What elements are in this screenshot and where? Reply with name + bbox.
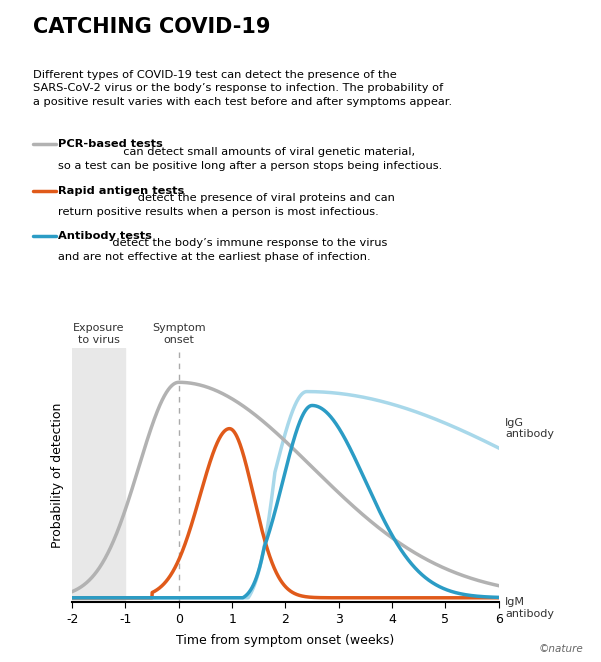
Text: IgM
antibody: IgM antibody [505,597,554,619]
Text: Symptom
onset: Symptom onset [152,324,206,345]
Text: detect the body’s immune response to the virus
and are not effective at the earl: detect the body’s immune response to the… [58,238,388,262]
Text: PCR-based tests: PCR-based tests [58,139,163,150]
Text: ©nature: ©nature [538,644,583,654]
Text: Different types of COVID-19 test can detect the presence of the
SARS-CoV-2 virus: Different types of COVID-19 test can det… [33,70,452,107]
Text: IgG
antibody: IgG antibody [505,418,554,440]
Y-axis label: Probability of detection: Probability of detection [51,402,64,547]
Text: can detect small amounts of viral genetic material,
so a test can be positive lo: can detect small amounts of viral geneti… [58,147,442,171]
Bar [72,348,126,602]
Text: Rapid antigen tests: Rapid antigen tests [58,185,185,196]
Text: CATCHING COVID-19: CATCHING COVID-19 [33,17,270,36]
X-axis label: Time from symptom onset (weeks): Time from symptom onset (weeks) [176,634,395,647]
Text: Antibody tests: Antibody tests [58,230,152,241]
Text: detect the presence of viral proteins and can
return positive results when a per: detect the presence of viral proteins an… [58,193,395,217]
Text: Exposure
to virus: Exposure to virus [73,324,124,345]
